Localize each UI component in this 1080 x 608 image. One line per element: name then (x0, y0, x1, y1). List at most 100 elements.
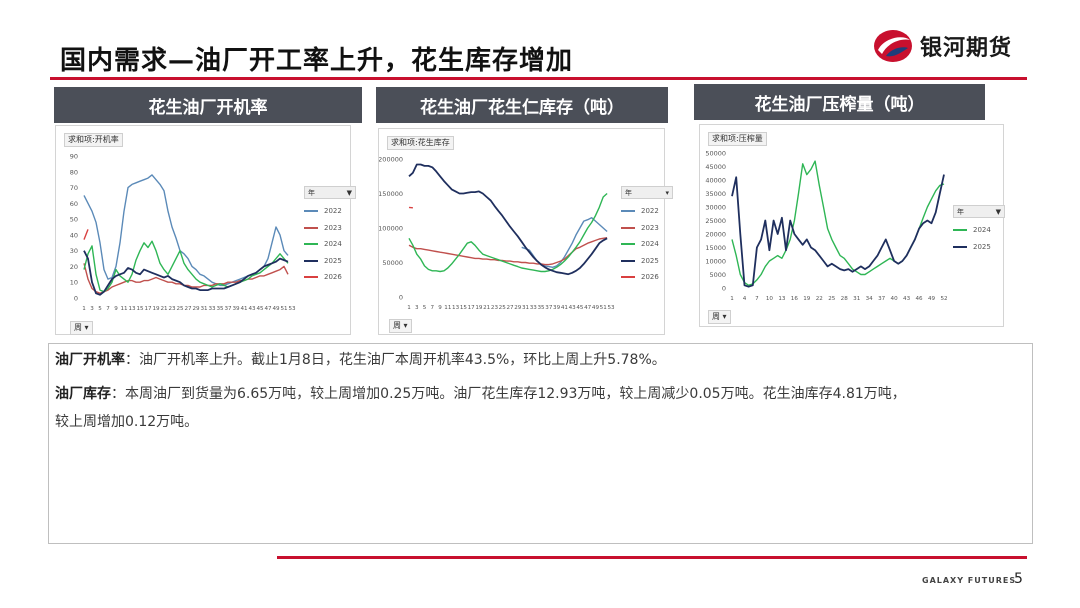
legend-item-2026: 2026 (621, 269, 673, 286)
x-tick-label: 17 (144, 306, 152, 312)
x-tick-label: 27 (184, 306, 192, 312)
paragraph-label: 油厂库存 (55, 386, 111, 402)
field-chip[interactable]: 求和项:压榨量 (708, 132, 767, 146)
panel-header-crush-volume: 花生油厂压榨量（吨） (694, 84, 985, 120)
week-filter-button[interactable]: 周 ▾ (70, 321, 93, 335)
chart-peanut-stock: 求和项:花生库存 0 50000 100000 150000 200000 1 3 5 7 9 11… (378, 128, 673, 335)
legend-swatch (621, 226, 635, 229)
x-tick-label: 43 (569, 305, 577, 311)
x-tick-label: 53 (607, 305, 615, 311)
legend-label: 2024 (324, 240, 342, 249)
legend-label: 2025 (641, 256, 659, 265)
title-rule (50, 77, 1027, 80)
x-tick-label: 29 (192, 306, 200, 312)
legend-item-2022: 2022 (304, 203, 356, 220)
x-tick-label: 53 (288, 306, 296, 312)
legend-swatch (621, 259, 635, 262)
page-number: 5 (1014, 571, 1023, 587)
week-filter-button[interactable]: 周 ▾ (708, 310, 731, 324)
week-filter-button[interactable]: 周 ▾ (389, 319, 412, 333)
legend-label: 2024 (973, 226, 991, 235)
x-tick-label: 31 (522, 305, 530, 311)
crush-volume-chart-svg: 0 5000 10000 15000 20000 25000 30000 35000 40000… (705, 150, 947, 303)
x-tick-label: 39 (232, 306, 240, 312)
legend-swatch (304, 226, 318, 229)
y-tick-label: 20000 (705, 231, 726, 239)
legend-item-2025: 2025 (621, 253, 673, 270)
legend-item-2025: 2025 (953, 239, 1005, 256)
y-tick-label: 10 (70, 279, 78, 287)
legend-swatch (304, 259, 318, 262)
x-tick-label: 51 (280, 306, 288, 312)
x-tick-label: 3 (90, 306, 94, 312)
y-tick-label: 0 (74, 295, 78, 303)
company-logo: 银河期货 (872, 28, 1012, 64)
x-tick-label: 29 (514, 305, 522, 311)
legend-filter-year[interactable]: 年 ▼ (953, 205, 1005, 218)
paragraph-body: ：本周油厂到货量为6.65万吨，较上周增加0.25万吨。油厂花生库存12.93万… (111, 386, 906, 402)
legend-swatch (621, 243, 635, 246)
legend-item-2024: 2024 (953, 222, 1005, 239)
legend-label: 2022 (641, 207, 659, 216)
chart-utilization: 求和项:开机率 0 10 20 30 40 50 60 70 80 90 1 3 5 7 9 11 13 15 17… (55, 125, 356, 335)
x-tick-label: 1 (730, 296, 734, 302)
x-tick-label: 34 (866, 296, 874, 302)
x-tick-label: 11 (120, 306, 128, 312)
x-tick-label: 10 (766, 296, 774, 302)
x-tick-label: 15 (136, 306, 144, 312)
x-tick-label: 19 (803, 296, 811, 302)
x-tick-label: 43 (903, 296, 911, 302)
x-tick-label: 9 (114, 306, 118, 312)
x-tick-label: 41 (561, 305, 569, 311)
y-tick-label: 50000 (705, 150, 726, 158)
y-tick-label: 90 (70, 153, 78, 161)
x-tick-label: 52 (940, 296, 947, 302)
x-tick-label: 49 (272, 306, 280, 312)
x-tick-label: 22 (816, 296, 823, 302)
x-tick-label: 43 (248, 306, 256, 312)
legend-filter-year[interactable]: 年 ▼ (304, 186, 356, 199)
legend-swatch (621, 276, 635, 279)
x-tick-label: 47 (264, 306, 272, 312)
x-tick-label: 23 (491, 305, 499, 311)
legend-filter-year[interactable]: 年 ▾ (621, 186, 673, 199)
x-tick-label: 16 (791, 296, 799, 302)
x-tick-label: 35 (216, 306, 224, 312)
y-tick-label: 50 (70, 216, 78, 224)
legend-label: 2026 (641, 273, 659, 282)
series-line-2026 (83, 229, 89, 240)
y-tick-label: 20 (70, 263, 78, 271)
field-chip[interactable]: 求和项:开机率 (64, 133, 123, 147)
x-tick-label: 23 (168, 306, 176, 312)
x-tick-label: 21 (160, 306, 168, 312)
legend-swatch (953, 245, 967, 248)
paragraph-label: 油厂开机率 (55, 352, 125, 368)
x-tick-label: 4 (743, 296, 747, 302)
x-tick-label: 35 (538, 305, 546, 311)
x-tick-label: 25 (499, 305, 507, 311)
x-tick-label: 15 (460, 305, 468, 311)
legend-label: 2023 (324, 223, 342, 232)
x-tick-label: 39 (553, 305, 561, 311)
panel-header-peanut-stock: 花生油厂花生仁库存（吨） (376, 87, 668, 123)
x-tick-label: 13 (452, 305, 460, 311)
paragraph-stock-continued: 较上周增加0.12万吨。 (55, 414, 199, 430)
y-tick-label: 40 (70, 231, 78, 239)
x-tick-label: 11 (444, 305, 452, 311)
x-tick-label: 17 (468, 305, 476, 311)
logo-text: 银河期货 (920, 36, 1013, 61)
legend-label: 2026 (324, 273, 342, 282)
x-tick-label: 13 (128, 306, 136, 312)
legend-swatch (304, 243, 318, 246)
y-tick-label: 150000 (379, 190, 403, 198)
y-tick-label: 200000 (379, 156, 403, 164)
x-tick-label: 1 (82, 306, 86, 312)
x-tick-label: 5 (98, 306, 102, 312)
legend-item-2023: 2023 (621, 220, 673, 237)
field-chip[interactable]: 求和项:花生库存 (387, 136, 454, 150)
legend-label: 2025 (324, 256, 342, 265)
x-tick-label: 47 (584, 305, 592, 311)
series-line-2024 (408, 192, 608, 273)
x-tick-label: 28 (841, 296, 849, 302)
legend-label: 2024 (641, 240, 659, 249)
